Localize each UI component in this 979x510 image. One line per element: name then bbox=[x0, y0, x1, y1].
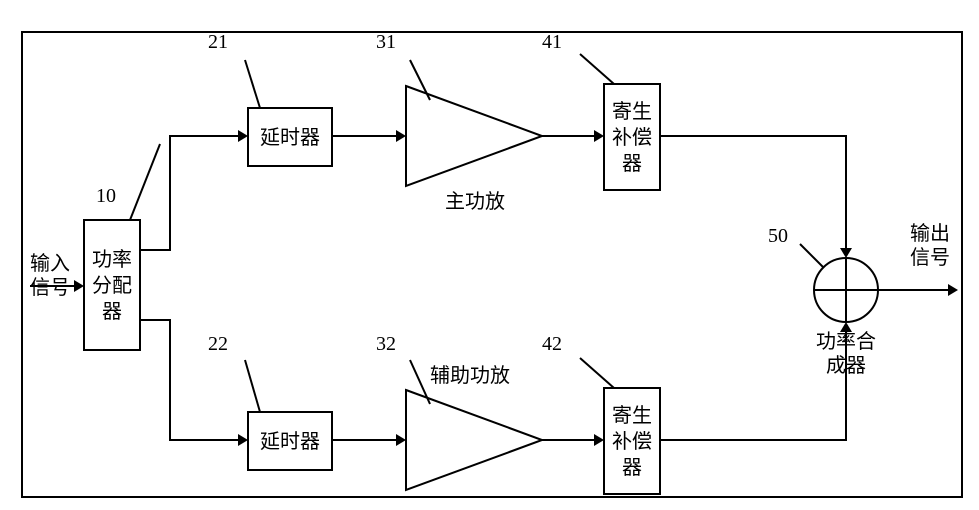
delay-bottom-label: 延时器 bbox=[260, 430, 320, 453]
svg-text:补偿: 补偿 bbox=[612, 126, 652, 149]
svg-text:信号: 信号 bbox=[30, 276, 70, 299]
svg-text:信号: 信号 bbox=[910, 246, 950, 269]
parasitic-compensator-bottom-ref: 42 bbox=[542, 333, 562, 355]
svg-text:寄生: 寄生 bbox=[612, 100, 652, 123]
svg-text:寄生: 寄生 bbox=[612, 404, 652, 427]
parasitic-compensator-top-ref: 41 bbox=[542, 31, 562, 53]
aux-amplifier-label: 辅助功放 bbox=[430, 364, 510, 387]
svg-text:器: 器 bbox=[102, 301, 122, 323]
delay-top-ref: 21 bbox=[208, 31, 228, 53]
power-splitter-ref: 10 bbox=[96, 185, 116, 207]
svg-text:分配: 分配 bbox=[92, 274, 132, 297]
svg-text:器: 器 bbox=[622, 457, 642, 479]
delay-top-label: 延时器 bbox=[260, 126, 320, 149]
power-combiner-ref: 50 bbox=[768, 225, 788, 247]
svg-text:功率: 功率 bbox=[92, 248, 132, 271]
aux-amplifier-ref: 32 bbox=[376, 333, 396, 355]
main-amplifier-label: 主功放 bbox=[445, 190, 505, 213]
main-amplifier-ref: 31 bbox=[376, 31, 396, 53]
delay-bottom-ref: 22 bbox=[208, 333, 228, 355]
svg-text:输入: 输入 bbox=[30, 252, 70, 275]
svg-text:器: 器 bbox=[622, 153, 642, 175]
svg-text:补偿: 补偿 bbox=[612, 430, 652, 453]
svg-text:输出: 输出 bbox=[910, 222, 950, 245]
